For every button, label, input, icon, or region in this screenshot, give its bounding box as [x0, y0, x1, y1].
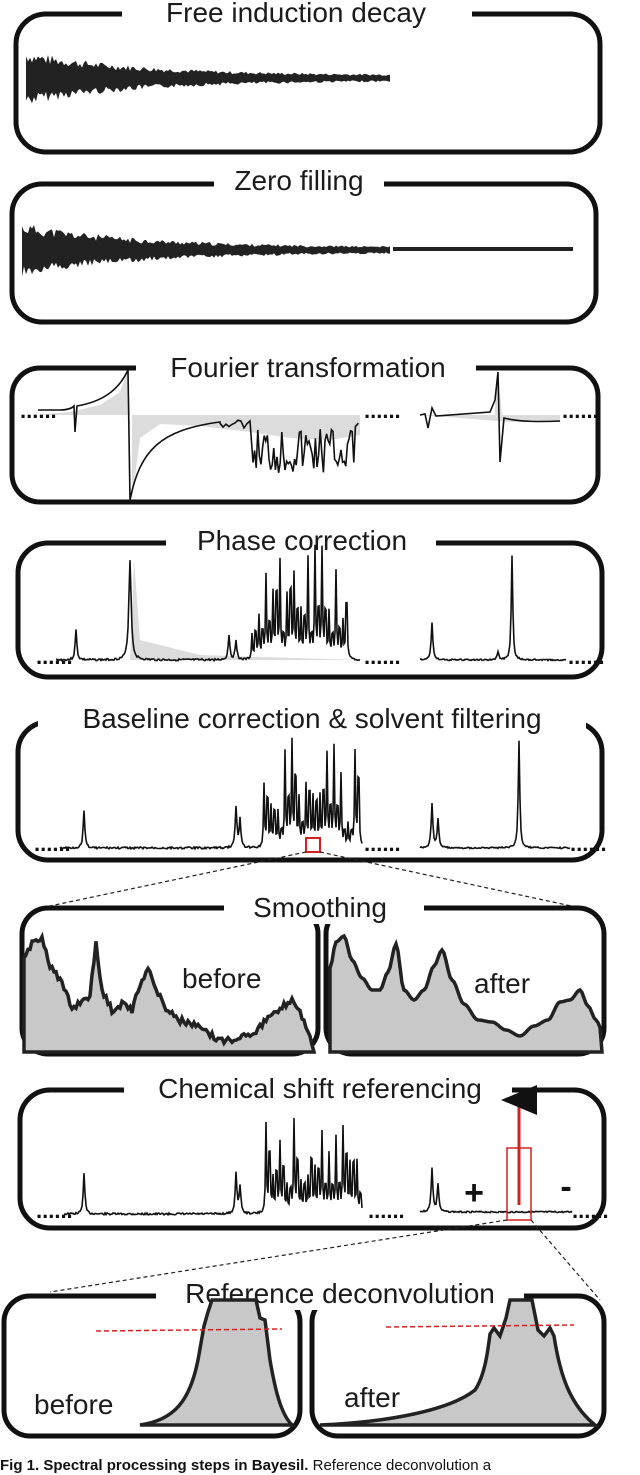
- deconvolution-before-level: [95, 1328, 283, 1332]
- fid-signal: [26, 55, 390, 104]
- panel-smoothing-title: Smoothing: [253, 892, 387, 923]
- ellipsis-left: ......: [36, 644, 73, 669]
- ellipsis-left: ......: [36, 1198, 73, 1223]
- baseline-trace-left: [59, 737, 363, 851]
- panel-fid-title: Free induction decay: [166, 0, 426, 28]
- panel-baseline: Baseline correction & solvent filtering …: [15, 702, 607, 863]
- panel-smoothing: Smoothing before after: [19, 890, 607, 1057]
- baseline-trace-right: [419, 740, 571, 850]
- zero-fill-line: [393, 247, 573, 251]
- ellipsis-mid: ......: [364, 398, 401, 423]
- panel-fourier-title: Fourier transformation: [170, 352, 445, 383]
- panel-zero-filling-title: Zero filling: [234, 165, 363, 196]
- ellipsis-mid: ......: [364, 831, 401, 856]
- panel-phase-title: Phase correction: [197, 525, 407, 556]
- figure-caption: Fig 1. Spectral processing steps in Baye…: [0, 1456, 640, 1475]
- deconvolution-before-peak: [139, 1298, 297, 1427]
- ellipsis-right: ......: [570, 831, 607, 856]
- referencing-trace-right: [419, 1167, 573, 1214]
- panel-referencing-title: Chemical shift referencing: [158, 1073, 482, 1104]
- plus-sign: +: [464, 1174, 484, 1212]
- panel-fourier: Fourier transformation ...... ...... ...…: [9, 350, 601, 505]
- smoothing-before-curve: [22, 931, 317, 1054]
- ellipsis-right: ......: [562, 398, 599, 423]
- fourier-trace-right: [419, 371, 561, 463]
- phase-trace-left: [55, 544, 361, 663]
- deconvolution-after-level: [385, 1324, 575, 1328]
- deconvolution-after-label: after: [344, 1382, 400, 1413]
- ellipsis-right: ......: [568, 644, 605, 669]
- ellipsis-right: ......: [572, 1198, 609, 1223]
- smoothing-after-label: after: [474, 968, 530, 999]
- referencing-trace-left: [63, 1117, 363, 1217]
- panel-deconvolution: Reference deconvolution before after: [1, 1276, 607, 1439]
- ellipsis-left: ......: [34, 831, 71, 856]
- phase-trace-right: [419, 555, 567, 662]
- minus-sign: -: [560, 1168, 571, 1206]
- deconvolution-after-peak: [319, 1298, 600, 1427]
- deconvolution-before-label: before: [34, 1389, 113, 1420]
- caption-text: Reference deconvolution a: [308, 1457, 492, 1474]
- smoothing-after-curve: [328, 933, 604, 1054]
- panel-phase: Phase correction ...... ...... ......: [15, 525, 605, 680]
- panel-zero-filling: Zero filling: [9, 165, 599, 325]
- fourier-trace-left: [38, 369, 359, 501]
- ellipsis-left: ......: [20, 398, 57, 423]
- ellipsis-mid: ......: [368, 1198, 405, 1223]
- panel-baseline-title: Baseline correction & solvent filtering: [82, 703, 541, 734]
- ellipsis-mid: ......: [364, 644, 401, 669]
- caption-bold: Fig 1. Spectral processing steps in Baye…: [0, 1457, 309, 1474]
- zero-filled-signal: [22, 225, 390, 277]
- smoothing-before-label: before: [182, 963, 261, 994]
- panel-referencing: Chemical shift referencing + - ...... ..…: [17, 1072, 609, 1231]
- zoom-region-box: [305, 837, 321, 853]
- panel-fid: Free induction decay: [13, 0, 603, 155]
